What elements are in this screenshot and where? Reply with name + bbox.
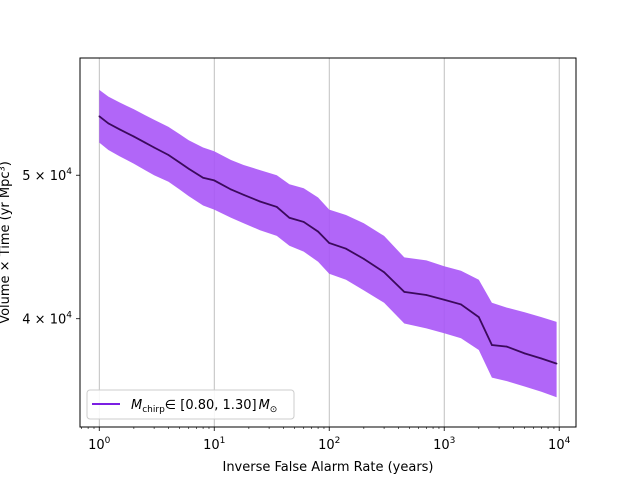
series-point: [167, 154, 170, 156]
x-tick-base: 10: [433, 438, 450, 453]
series-point: [276, 206, 278, 208]
y-tick-mantissa: 5 × 10: [22, 169, 66, 184]
y-tick-mantissa: 4 × 10: [22, 313, 66, 328]
x-tick-label: 100: [88, 436, 111, 453]
x-tick-exponent: 3: [450, 436, 456, 446]
x-tick-base: 10: [88, 438, 105, 453]
confidence-band-layer: [99, 89, 557, 398]
y-tick-exponent: 4: [66, 167, 72, 177]
series-point: [491, 344, 493, 346]
x-tick-base: 10: [548, 438, 565, 453]
legend: Mchirp∈ [0.80, 1.30] M⊙: [86, 389, 295, 420]
x-tick-label: 103: [433, 436, 455, 453]
legend-label-m2: M: [259, 398, 270, 413]
series-point: [144, 141, 146, 144]
series-point: [403, 291, 406, 293]
series-point: [460, 303, 462, 306]
legend-label: Mchirp∈ [0.80, 1.30] M⊙: [131, 398, 277, 415]
x-tick-exponent: 1: [220, 436, 226, 446]
legend-label-mid: ∈ [0.80, 1.30]: [165, 398, 257, 413]
plot-frame: [79, 57, 577, 428]
series-point: [242, 194, 245, 196]
series-point: [187, 168, 190, 170]
x-tick-base: 10: [318, 438, 335, 453]
y-tick-label: 4 × 104: [22, 311, 72, 328]
series-point: [259, 200, 261, 203]
y-axis-label: Volume × Time (yr Mpc³): [0, 161, 13, 324]
series-point: [317, 230, 319, 233]
series-point: [328, 242, 331, 244]
series-point: [302, 221, 305, 223]
series-point: [230, 188, 232, 191]
x-tick-exponent: 0: [105, 436, 111, 446]
x-axis-label: Inverse False Alarm Rate (years): [222, 460, 433, 475]
series-point: [363, 258, 365, 260]
series-point: [506, 345, 508, 348]
series-point: [178, 161, 181, 164]
series-point: [555, 362, 558, 365]
series-point: [118, 128, 121, 131]
series-point: [98, 115, 101, 118]
series-point: [133, 135, 135, 138]
series-point: [443, 298, 446, 301]
series-point: [153, 146, 155, 149]
y-tick-exponent: 4: [66, 311, 72, 321]
legend-label-sub2: ⊙: [270, 405, 278, 415]
x-tick-label: 104: [548, 436, 571, 453]
x-tick-label: 101: [203, 436, 225, 453]
x-tick-base: 10: [203, 438, 220, 453]
y-tick-label: 5 × 104: [22, 167, 72, 184]
series-line-layer: [98, 115, 558, 365]
series-line: [98, 115, 557, 365]
series-point: [345, 247, 347, 250]
series-point: [478, 316, 480, 318]
series-point: [288, 217, 291, 219]
series-point: [202, 177, 204, 179]
confidence-band: [99, 89, 557, 398]
series-point: [540, 357, 543, 360]
series-point: [107, 122, 110, 125]
legend-label-m: M: [131, 398, 142, 413]
series-point: [523, 352, 526, 355]
x-tick-exponent: 4: [565, 436, 571, 446]
legend-label-sub: chirp: [142, 405, 165, 415]
x-tick-label: 102: [318, 436, 340, 453]
series-point: [425, 294, 428, 296]
x-tick-exponent: 2: [335, 436, 341, 446]
series-point: [213, 179, 215, 182]
legend-box: [86, 389, 295, 420]
series-point: [383, 271, 385, 274]
